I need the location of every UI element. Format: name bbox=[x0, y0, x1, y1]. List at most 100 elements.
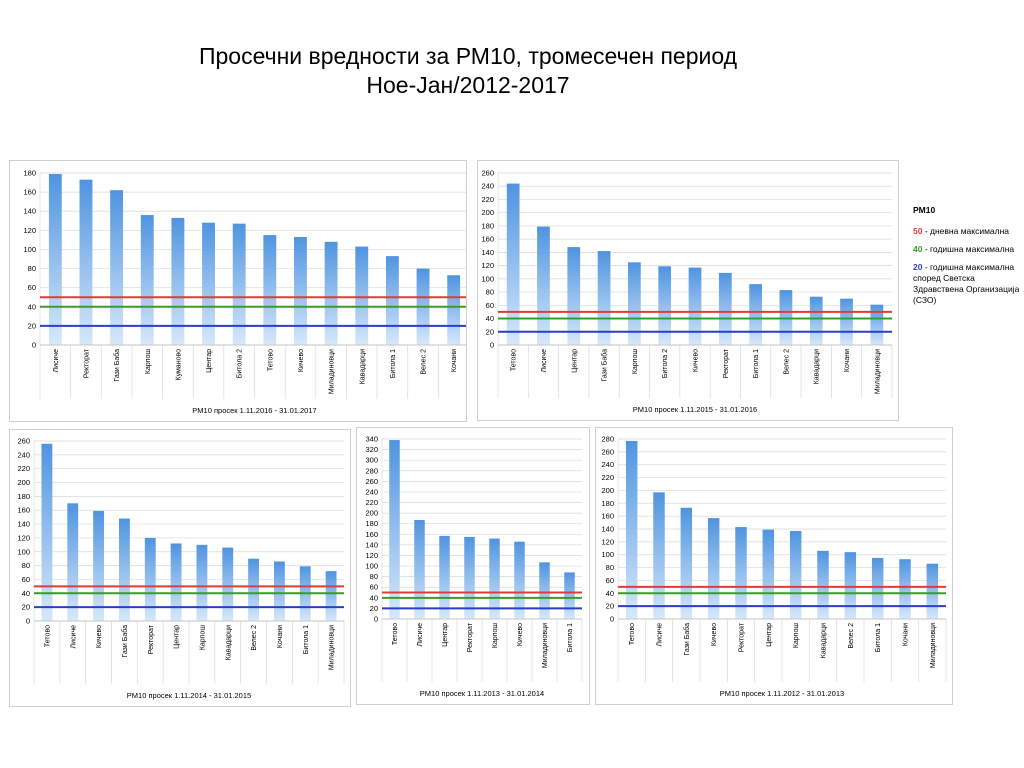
category-label: Тетово bbox=[44, 625, 51, 647]
y-tick-label: 260 bbox=[481, 169, 494, 178]
y-tick-label: 100 bbox=[23, 245, 36, 254]
category-label: Кавадарци bbox=[814, 349, 821, 384]
category-label: Кочани bbox=[903, 623, 910, 646]
category-label: Битола 1 bbox=[875, 623, 882, 652]
category-label: Лисиче bbox=[541, 349, 548, 373]
title-line-1: Просечни вредности за РМ10, тромесечен п… bbox=[198, 43, 738, 69]
y-tick-label: 60 bbox=[370, 583, 378, 592]
category-label: Битола 1 bbox=[303, 625, 310, 654]
chart-panel-2014-2015: 0 20 40 60 80 100 120 140 160 180 200 220 240 260 Тето… bbox=[9, 429, 351, 707]
y-tick-label: 0 bbox=[32, 341, 36, 350]
category-label: Ректорат bbox=[148, 624, 155, 654]
y-tick-label: 260 bbox=[365, 477, 378, 486]
chart-panel-2015-2016: 0 20 40 60 80 100 120 140 160 180 200 220 240 260 Тето… bbox=[477, 160, 899, 421]
bar bbox=[202, 222, 215, 345]
category-label: Тетово bbox=[392, 623, 399, 645]
category-label: Лисиче bbox=[657, 623, 664, 647]
y-tick-label: 120 bbox=[23, 226, 36, 235]
y-tick-label: 60 bbox=[28, 283, 36, 292]
category-label: Кичево bbox=[298, 349, 305, 372]
category-label: Кавадарци bbox=[225, 625, 232, 660]
y-tick-label: 20 bbox=[22, 603, 30, 612]
bar bbox=[439, 535, 450, 619]
bar bbox=[79, 179, 93, 345]
bar bbox=[41, 443, 53, 621]
legend-daily-value: 50 bbox=[913, 226, 923, 236]
category-label: Велес 2 bbox=[251, 625, 258, 651]
bar bbox=[248, 558, 260, 621]
bar bbox=[567, 247, 581, 345]
y-tick-label: 240 bbox=[365, 487, 378, 496]
x-axis-title: PM10 просек 1.11.2012 - 31.01.2013 bbox=[720, 689, 844, 698]
y-tick-label: 200 bbox=[601, 486, 614, 495]
bar bbox=[597, 251, 611, 345]
y-tick-label: 240 bbox=[601, 460, 614, 469]
bar bbox=[707, 518, 720, 619]
y-tick-label: 140 bbox=[601, 525, 614, 534]
y-tick-label: 180 bbox=[17, 492, 30, 501]
y-tick-label: 180 bbox=[601, 499, 614, 508]
y-tick-label: 40 bbox=[370, 593, 378, 602]
y-tick-label: 0 bbox=[610, 615, 614, 624]
bar bbox=[263, 235, 277, 345]
category-label: Битола 1 bbox=[753, 349, 760, 378]
legend-who-value: 20 bbox=[913, 262, 923, 272]
bar bbox=[762, 529, 775, 619]
bar bbox=[414, 520, 425, 619]
y-tick-label: 300 bbox=[365, 456, 378, 465]
category-label: Карпош bbox=[793, 623, 800, 649]
bar bbox=[926, 563, 939, 619]
page-title: Просечни вредности за РМ10, тромесечен п… bbox=[0, 42, 936, 100]
category-label: Миладиновци bbox=[329, 625, 336, 670]
y-tick-label: 160 bbox=[601, 512, 614, 521]
legend-who-text: - годишна максимална според Светска Здра… bbox=[913, 262, 1020, 305]
bar bbox=[447, 275, 461, 345]
y-tick-label: 40 bbox=[22, 589, 30, 598]
chart-panel-2016-2017: 0 20 40 60 80 100 120 140 160 180 Лисиче Ректорат Га… bbox=[9, 160, 467, 422]
category-label: Карпош bbox=[145, 349, 152, 375]
y-tick-label: 200 bbox=[17, 478, 30, 487]
y-tick-label: 220 bbox=[365, 498, 378, 507]
y-tick-label: 340 bbox=[365, 435, 378, 444]
chart-svg: 0 20 40 60 80 100 120 140 160 180 200 220 240 260 Тето… bbox=[17, 437, 345, 700]
y-tick-label: 160 bbox=[481, 235, 494, 244]
category-label: Гази Баба bbox=[601, 349, 609, 382]
y-tick-label: 260 bbox=[17, 437, 30, 446]
category-label: Гази Баба bbox=[683, 623, 691, 656]
bar bbox=[870, 304, 884, 345]
category-label: Велес 2 bbox=[848, 623, 855, 649]
y-tick-label: 120 bbox=[601, 537, 614, 546]
chart-svg: 0 20 40 60 80 100 120 140 160 180 200 220 240 260 Тето… bbox=[481, 169, 893, 414]
y-tick-label: 0 bbox=[26, 617, 30, 626]
category-label: Тетово bbox=[267, 349, 274, 371]
category-label: Ректорат bbox=[83, 348, 90, 378]
bar bbox=[718, 272, 732, 345]
bar bbox=[464, 536, 475, 619]
chart-panel-2012-2013: 0 20 40 60 80 100 120 140 160 180 200 220 240 260 280 Т… bbox=[595, 427, 953, 705]
category-label: Тетово bbox=[511, 349, 518, 371]
bar bbox=[564, 572, 575, 619]
chart-svg: 0204060801001201401601802002202402602803… bbox=[365, 435, 583, 698]
y-tick-label: 220 bbox=[481, 195, 494, 204]
bar bbox=[539, 562, 550, 619]
bar bbox=[48, 173, 62, 345]
bar bbox=[840, 298, 853, 345]
y-tick-label: 160 bbox=[365, 530, 378, 539]
x-axis-title: PM10 просек 1.11.2014 - 31.01.2015 bbox=[127, 691, 251, 700]
category-label: Карпош bbox=[632, 349, 639, 375]
y-tick-label: 0 bbox=[490, 341, 494, 350]
y-tick-label: 140 bbox=[23, 207, 36, 216]
bar bbox=[232, 223, 246, 345]
bar bbox=[324, 241, 338, 345]
y-tick-label: 60 bbox=[22, 575, 30, 584]
category-label: Миладиновци bbox=[930, 623, 937, 668]
bar bbox=[506, 183, 520, 345]
y-tick-label: 240 bbox=[481, 182, 494, 191]
category-label: Карпош bbox=[492, 623, 499, 649]
bar bbox=[688, 267, 702, 345]
y-tick-label: 220 bbox=[601, 473, 614, 482]
category-label: Битола 1 bbox=[567, 623, 574, 652]
bar bbox=[658, 266, 672, 345]
category-label: Гази Баба bbox=[113, 349, 121, 382]
x-axis-title: PM10 просек 1.11.2015 - 31.01.2016 bbox=[633, 405, 757, 414]
